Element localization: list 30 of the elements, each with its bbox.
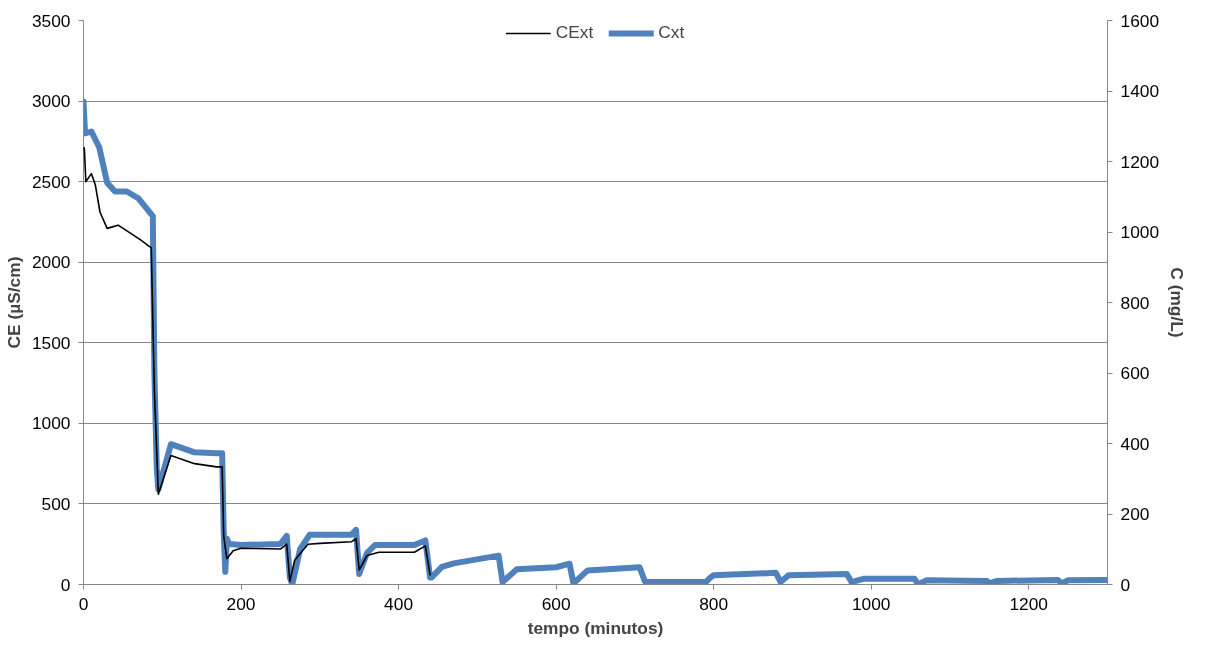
y2-tick-label: 200 <box>1120 504 1150 524</box>
y2-axis-title: C (mg/L) <box>1167 267 1188 338</box>
x-tick-label: 400 <box>384 593 414 614</box>
y2-tick-label: 400 <box>1120 433 1150 454</box>
legend-label: Cxt <box>658 22 685 43</box>
y2-tick-label: 800 <box>1120 292 1150 313</box>
y2-tick-label: 1400 <box>1120 81 1160 101</box>
x-tick-label: 200 <box>226 593 256 614</box>
x-tick-label: 600 <box>541 593 571 614</box>
y2-tick-label: 1200 <box>1120 151 1160 172</box>
y2-tick-label: 600 <box>1120 363 1150 383</box>
x-tick-label: 800 <box>699 593 729 614</box>
y-axis-title: CE (µS/cm) <box>3 256 24 349</box>
x-tick-label: 1200 <box>1009 593 1049 614</box>
y-tick-label: 0 <box>60 574 71 595</box>
y-tick-label: 3500 <box>31 10 71 31</box>
x-tick-label: 1000 <box>851 593 891 614</box>
y-tick-label: 3000 <box>31 91 71 112</box>
y-tick-label: 1500 <box>31 332 71 353</box>
y-tick-label: 2500 <box>31 171 71 192</box>
x-tick-label: 0 <box>78 593 89 614</box>
y2-tick-label: 0 <box>1120 574 1131 595</box>
y2-tick-label: 1000 <box>1120 222 1160 242</box>
y-tick-label: 2000 <box>31 252 71 273</box>
y-tick-label: 500 <box>41 493 71 514</box>
legend-label: CExt <box>555 22 594 43</box>
y2-tick-label: 1600 <box>1120 10 1160 31</box>
y-tick-label: 1000 <box>31 413 71 434</box>
line-series <box>83 147 431 583</box>
x-axis-title: tempo (minutos) <box>527 617 664 638</box>
